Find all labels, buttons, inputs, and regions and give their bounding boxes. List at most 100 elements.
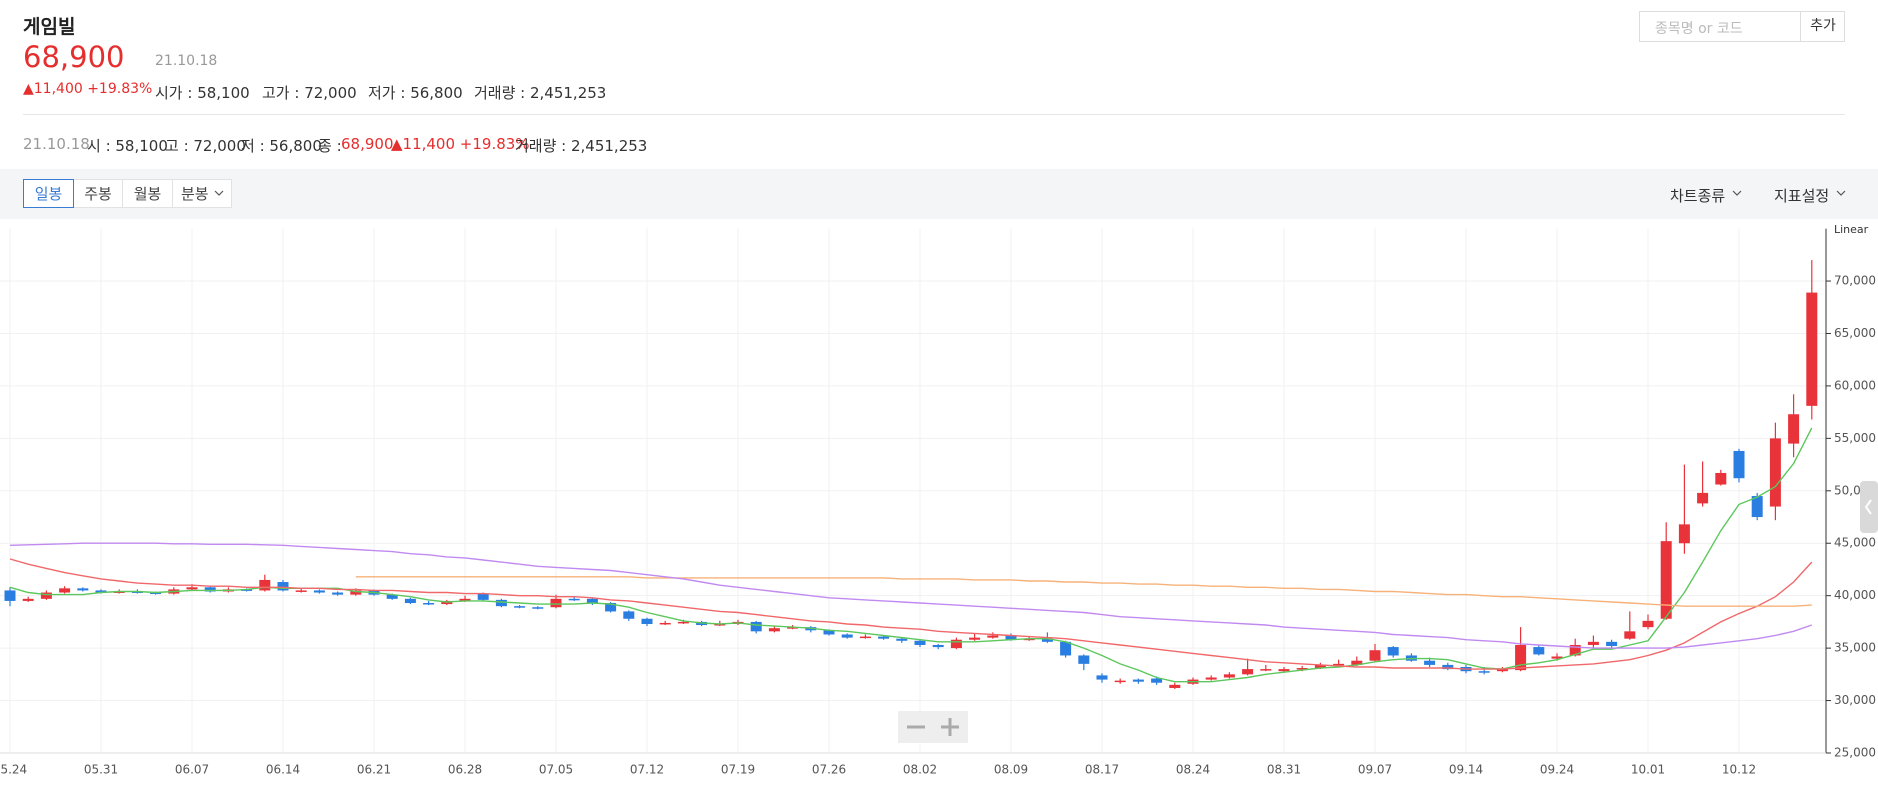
candle-body (113, 591, 125, 593)
price-date: 21.10.18 (155, 53, 218, 69)
chevron (1836, 190, 1846, 196)
candle-body (350, 590, 362, 595)
tab-monthly[interactable]: 월봉 (122, 179, 173, 208)
candle-body (1697, 492, 1709, 504)
candle-body (1223, 674, 1235, 678)
x-tick-label: 07.26 (812, 763, 846, 777)
x-tick-label: 08.24 (1176, 763, 1210, 777)
indicator-menu[interactable]: 지표설정 (1774, 187, 1830, 205)
side-tab[interactable] (1860, 481, 1878, 533)
side-tab-chevron (1864, 499, 1872, 515)
moving-average (9, 558, 1813, 670)
candle-body (4, 590, 16, 601)
candle-body (1496, 669, 1508, 672)
x-tick-label: 07.19 (721, 763, 755, 777)
y-tick-label: 55,000 (1834, 431, 1876, 445)
divider (23, 114, 1845, 115)
volume: 거래량 : 2,451,253 (474, 84, 607, 102)
candle-body (1642, 620, 1654, 628)
candle-body (150, 592, 162, 595)
x-tick-label: 06.14 (266, 763, 300, 777)
tab-minute[interactable]: 분봉 (172, 179, 232, 208)
moving-average (355, 576, 1812, 607)
candle-body (1369, 650, 1381, 661)
candle-body (332, 592, 344, 595)
search-box[interactable]: 종목명 or 코드 추가 (1639, 11, 1845, 42)
candle-body (59, 588, 71, 593)
candle-body (1169, 684, 1181, 688)
candle-body (204, 587, 216, 592)
candle-body (932, 644, 944, 648)
low: 저가 : 56,800 (368, 84, 463, 102)
candle-body (1005, 635, 1017, 640)
candle-body (841, 634, 853, 638)
candle-body (623, 611, 635, 619)
candle-body (477, 593, 489, 600)
info-open: 시 : 58,100 (87, 137, 168, 155)
y-tick-label: 45,000 (1834, 536, 1876, 550)
x-tick-label: 10.01 (1631, 763, 1665, 777)
candle-body (277, 582, 289, 591)
candle-body (77, 588, 89, 591)
candle-body (1132, 679, 1144, 682)
candle-body (1533, 647, 1545, 655)
x-tick-label: 08.09 (994, 763, 1028, 777)
info-high: 고 : 72,000 (165, 137, 246, 155)
x-tick-label: 06.21 (357, 763, 391, 777)
candle-body (532, 607, 544, 609)
scale-label: Linear (1834, 223, 1869, 236)
candle-body (514, 606, 526, 608)
tab-minute-label: 분봉 (181, 185, 209, 203)
y-tick-label: 60,000 (1834, 378, 1876, 392)
candle-body (459, 598, 471, 601)
open: 시가 : 58,100 (155, 84, 250, 102)
x-tick-label: 09.14 (1449, 763, 1483, 777)
candle-body (1733, 450, 1745, 479)
candle-body (259, 579, 271, 591)
x-tick-label: 05.24 (0, 763, 27, 777)
candle-body (131, 591, 143, 593)
candle-body (1587, 641, 1599, 645)
candle-body (22, 598, 34, 601)
x-tick-label: 08.17 (1085, 763, 1119, 777)
candle-body (1114, 680, 1126, 683)
y-tick-label: 70,000 (1834, 274, 1876, 288)
candle-body (950, 639, 962, 649)
y-tick-label: 40,000 (1834, 588, 1876, 602)
add-button[interactable]: 추가 (1800, 12, 1845, 41)
high: 고가 : 72,000 (262, 84, 357, 102)
tab-daily[interactable]: 일봉 (23, 179, 74, 208)
candle-body (1678, 524, 1690, 544)
candle-body (859, 636, 871, 639)
candle-body (787, 627, 799, 629)
candle-body (1242, 669, 1254, 675)
tab-weekly[interactable]: 주봉 (73, 179, 123, 208)
change: ▲11,400 +19.83% (23, 81, 153, 97)
candle-body (969, 637, 981, 640)
candle-body (1260, 669, 1272, 671)
candle-body (186, 587, 198, 590)
candle-body (550, 598, 562, 608)
y-tick-label: 30,000 (1834, 693, 1876, 707)
candle-body (1278, 669, 1290, 672)
x-tick-label: 05.31 (84, 763, 118, 777)
candle-body (605, 603, 617, 612)
x-tick-label: 08.31 (1267, 763, 1301, 777)
stock-name: 게임빌 (23, 16, 76, 38)
candle-body (1478, 671, 1490, 673)
candle-body (914, 640, 926, 645)
candle-body (568, 598, 580, 601)
candle-body (1624, 631, 1636, 639)
candle-body (1788, 414, 1800, 444)
y-tick-label: 65,000 (1834, 326, 1876, 340)
candle-body (1515, 644, 1527, 671)
x-tick-label: 07.12 (630, 763, 664, 777)
candle-body (641, 618, 653, 624)
candle-body (404, 598, 416, 604)
candle-body (1551, 656, 1563, 659)
candle-body (1296, 668, 1308, 670)
chart-type-menu[interactable]: 차트종류 (1670, 187, 1726, 205)
info-date: 21.10.18 (23, 135, 90, 153)
candle-body (1333, 663, 1345, 666)
candle-body (295, 590, 307, 592)
